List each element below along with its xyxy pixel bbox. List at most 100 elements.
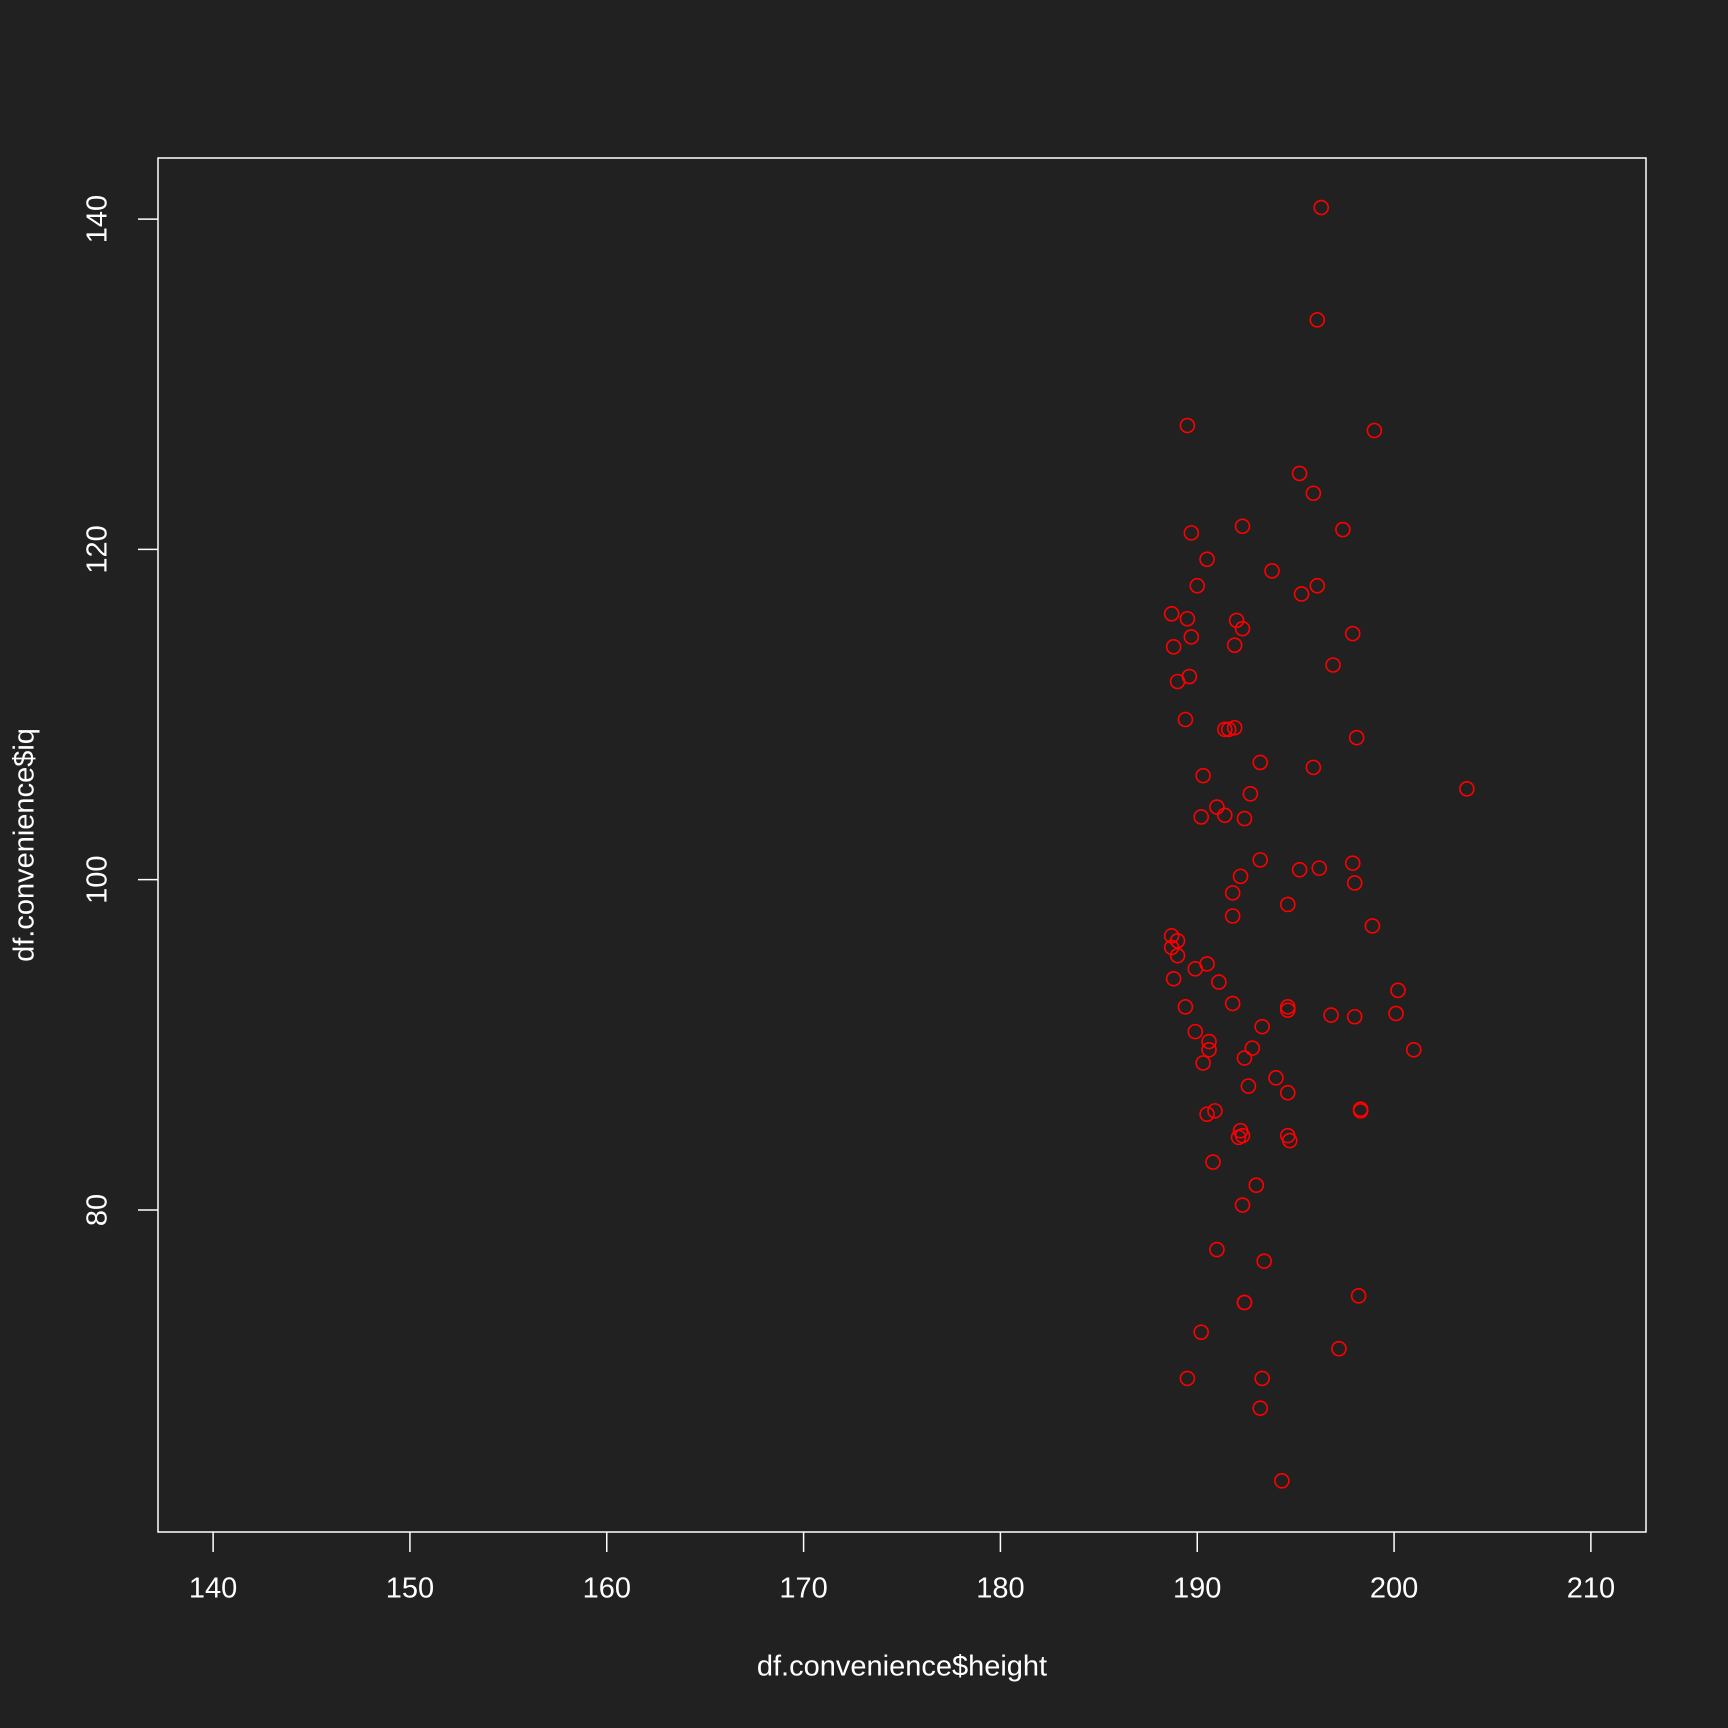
y-tick-label: 100 — [82, 855, 114, 903]
point — [1279, 1002, 1296, 1018]
point — [1279, 1084, 1296, 1101]
point — [1199, 1106, 1215, 1122]
point — [1201, 1033, 1217, 1050]
point — [1274, 1473, 1290, 1489]
point — [1364, 918, 1381, 934]
point — [1309, 577, 1326, 594]
point — [1279, 896, 1296, 913]
point — [1305, 485, 1322, 502]
point — [1163, 939, 1180, 956]
point — [1205, 1154, 1221, 1170]
point — [1344, 855, 1361, 871]
point — [1163, 605, 1180, 622]
point — [1388, 1005, 1404, 1022]
point — [1305, 759, 1322, 776]
point — [1405, 1041, 1422, 1058]
point — [1216, 721, 1233, 738]
point — [1224, 908, 1241, 924]
point — [1187, 1023, 1204, 1040]
point — [1232, 868, 1249, 885]
point — [1189, 577, 1206, 594]
point — [1313, 199, 1330, 216]
point — [1169, 673, 1186, 690]
y-axis-label: df.convenience$iq — [9, 728, 41, 962]
point — [1236, 1294, 1253, 1311]
point — [1193, 1324, 1209, 1340]
point — [1199, 551, 1215, 568]
point — [1240, 1078, 1257, 1094]
point — [1193, 809, 1209, 825]
point — [1346, 1008, 1363, 1025]
point — [1346, 875, 1363, 891]
point — [1228, 612, 1245, 629]
point — [1226, 637, 1243, 653]
x-tick-label: 200 — [1370, 1573, 1418, 1605]
point — [1323, 1007, 1339, 1023]
point — [1234, 1127, 1251, 1144]
point — [1366, 422, 1383, 439]
point — [1177, 999, 1194, 1015]
point — [1311, 860, 1328, 876]
point — [1224, 885, 1241, 901]
x-axis-label: df.convenience$height — [757, 1651, 1047, 1683]
x-tick-label: 140 — [189, 1573, 237, 1605]
x-tick-label: 190 — [1173, 1573, 1221, 1605]
x-tick-label: 170 — [779, 1573, 827, 1605]
point — [1216, 807, 1233, 824]
point — [1293, 586, 1310, 602]
point — [1177, 711, 1194, 728]
point — [1331, 1340, 1347, 1357]
y-tick-label: 120 — [82, 525, 114, 573]
point — [1390, 982, 1406, 999]
point — [1348, 729, 1365, 746]
point — [1236, 1050, 1253, 1066]
point — [1335, 521, 1351, 538]
point — [1187, 961, 1204, 977]
x-tick-label: 150 — [386, 1573, 434, 1605]
point — [1242, 786, 1259, 802]
point — [1183, 629, 1200, 645]
point — [1350, 1288, 1367, 1304]
point — [1211, 974, 1227, 990]
y-tick-label: 80 — [82, 1194, 114, 1226]
point — [1325, 657, 1341, 673]
point — [1179, 610, 1196, 627]
point — [1165, 970, 1182, 987]
point — [1248, 1177, 1265, 1193]
point — [1234, 518, 1251, 535]
point — [1291, 465, 1308, 482]
point — [1179, 1370, 1196, 1387]
point — [1209, 799, 1225, 815]
point — [1195, 767, 1211, 784]
plot-frame — [157, 157, 1647, 1533]
point — [1352, 1103, 1369, 1119]
y-tick-label: 140 — [82, 195, 114, 243]
point — [1169, 947, 1186, 964]
point — [1459, 781, 1475, 797]
point — [1207, 1103, 1223, 1119]
point — [1252, 852, 1269, 868]
point — [1244, 1040, 1261, 1056]
point — [1179, 417, 1196, 434]
point — [1201, 1041, 1217, 1058]
point — [1254, 1018, 1270, 1035]
x-tick-label: 160 — [583, 1573, 631, 1605]
point — [1264, 563, 1280, 579]
x-tick-label: 180 — [976, 1573, 1024, 1605]
point — [1344, 625, 1361, 642]
point — [1234, 620, 1251, 637]
point — [1220, 721, 1237, 738]
point — [1256, 1253, 1272, 1269]
x-tick-label: 210 — [1567, 1573, 1615, 1605]
point — [1236, 810, 1253, 827]
point — [1252, 754, 1269, 771]
point — [1234, 1197, 1251, 1213]
point — [1195, 1055, 1211, 1071]
point — [1254, 1370, 1270, 1387]
point — [1183, 525, 1200, 541]
point — [1268, 1070, 1284, 1086]
point — [1224, 995, 1241, 1012]
